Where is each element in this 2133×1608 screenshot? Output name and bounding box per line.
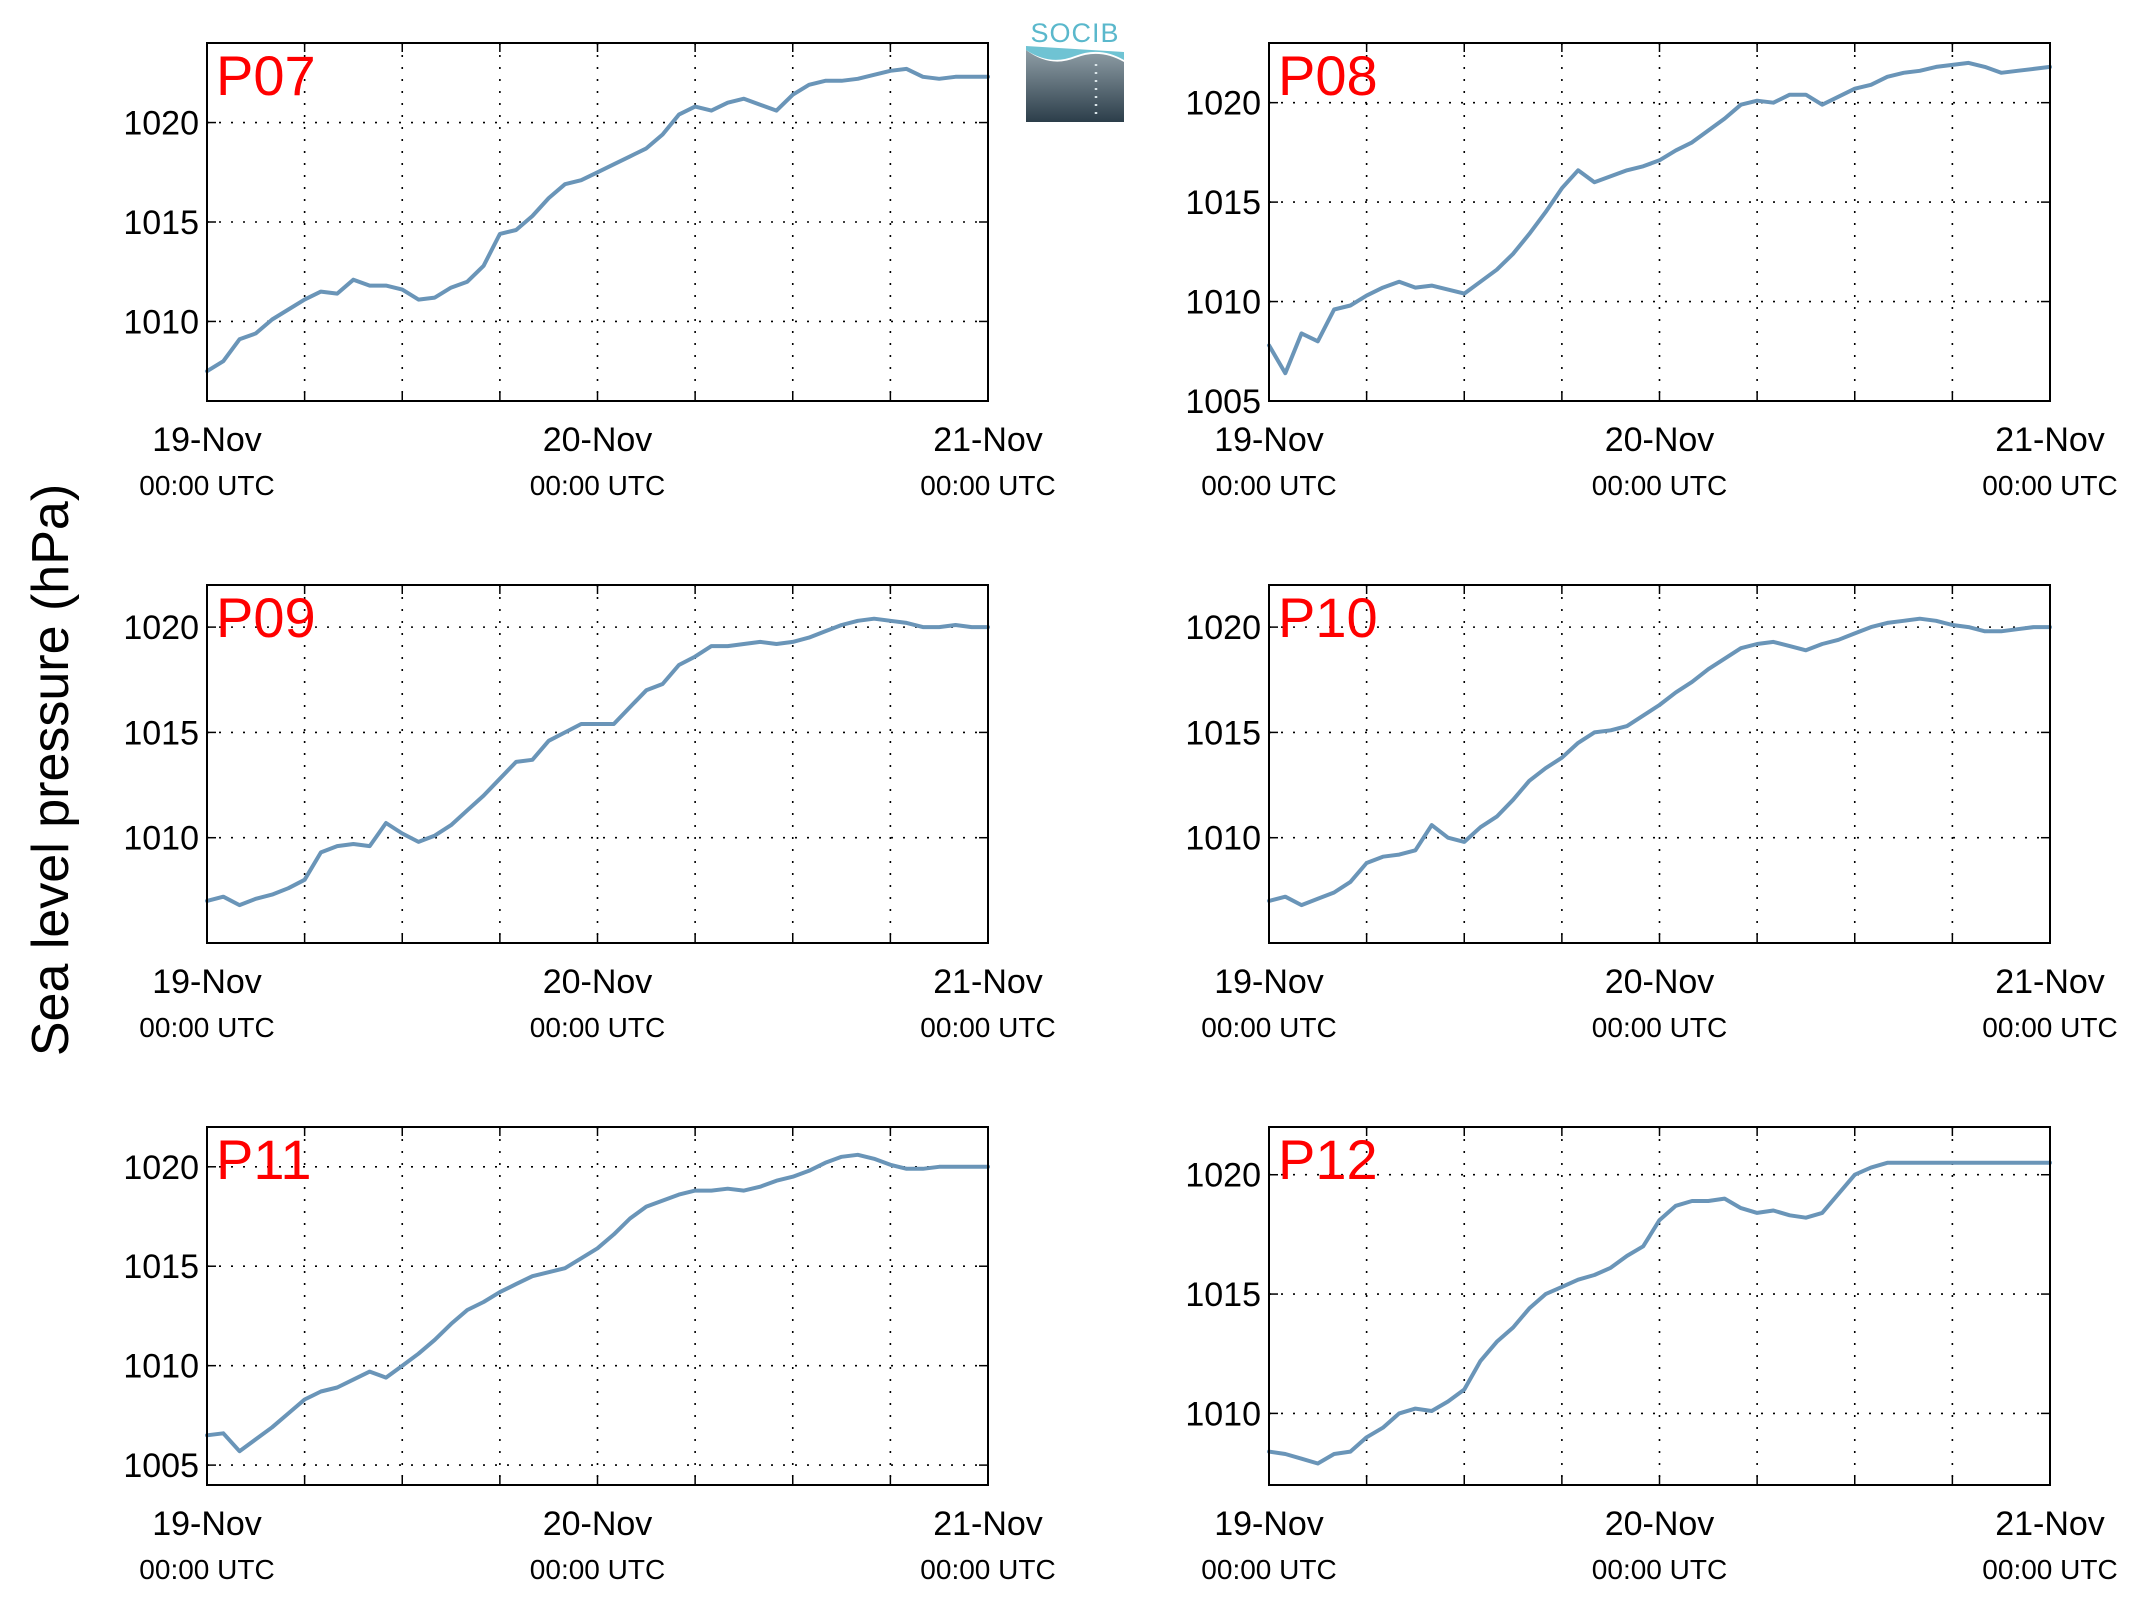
- y-tick-label: 1015: [1185, 714, 1261, 752]
- x-tick-label: 19-Nov: [152, 963, 262, 1001]
- x-tick-sublabel: 00:00 UTC: [530, 470, 665, 501]
- plot-frame: [206, 1126, 989, 1486]
- panel-label: P09: [216, 586, 316, 649]
- x-tick-label: 21-Nov: [1995, 1505, 2105, 1543]
- x-tick-label: 19-Nov: [1214, 1505, 1324, 1543]
- y-axis-label-text: Sea level pressure (hPa): [22, 484, 80, 1056]
- x-tick-label: 21-Nov: [933, 421, 1043, 459]
- panel-p07: 1010 1015 1020 P07 19-Nov 00:00 UTC 20-Nov 00:0…: [123, 42, 1056, 501]
- panel-p08: 1005 1010 1015 1020 P08 19-Nov 00:00 UTC 20-Nov…: [1185, 42, 2118, 501]
- y-tick-label: 1020: [123, 609, 199, 647]
- y-tick-label: 1015: [123, 714, 199, 752]
- x-tick-label: 19-Nov: [1214, 421, 1324, 459]
- x-tick-sublabel: 00:00 UTC: [1982, 1554, 2117, 1585]
- panel-p09: 1010 1015 1020 P09 19-Nov 00:00 UTC 20-Nov 00:0…: [123, 584, 1056, 1043]
- series-line-p12: [1267, 1160, 2052, 1466]
- y-axis-label: Sea level pressure (hPa): [22, 484, 80, 1056]
- x-tick-sublabel: 00:00 UTC: [139, 1554, 274, 1585]
- y-tick-label: 1015: [1185, 184, 1261, 222]
- y-tick-label: 1015: [1185, 1276, 1261, 1314]
- x-tick-sublabel: 00:00 UTC: [1592, 1554, 1727, 1585]
- x-tick-sublabel: 00:00 UTC: [1201, 1554, 1336, 1585]
- series-line-p08: [1267, 60, 2052, 376]
- x-tick-sublabel: 00:00 UTC: [1592, 1012, 1727, 1043]
- y-tick-label: 1020: [123, 105, 199, 143]
- series-line-p11: [205, 1152, 990, 1454]
- panel-label: P07: [216, 44, 316, 107]
- panel-p10: 1010 1015 1020 P10 19-Nov 00:00 UTC 20-Nov 00:0…: [1185, 584, 2118, 1043]
- x-tick-sublabel: 00:00 UTC: [920, 1012, 1055, 1043]
- y-tick-label: 1015: [123, 1248, 199, 1286]
- y-tick-label: 1010: [1185, 284, 1261, 322]
- y-tick-label: 1010: [123, 1348, 199, 1386]
- x-tick-label: 20-Nov: [543, 1505, 653, 1543]
- y-tick-label: 1020: [1185, 1157, 1261, 1195]
- y-tick-label: 1010: [1185, 820, 1261, 858]
- x-tick-label: 21-Nov: [933, 963, 1043, 1001]
- panel-label: P11: [216, 1128, 311, 1191]
- y-tick-label: 1020: [1185, 85, 1261, 123]
- x-tick-label: 20-Nov: [1605, 1505, 1715, 1543]
- x-tick-label: 21-Nov: [1995, 421, 2105, 459]
- y-tick-label: 1020: [1185, 609, 1261, 647]
- panel-label: P12: [1278, 1128, 1378, 1191]
- y-tick-label: 1015: [123, 204, 199, 242]
- x-tick-sublabel: 00:00 UTC: [1592, 470, 1727, 501]
- series-line-p09: [205, 616, 990, 908]
- socib-logo: SOCIB: [1026, 18, 1124, 122]
- x-tick-label: 20-Nov: [1605, 421, 1715, 459]
- x-tick-sublabel: 00:00 UTC: [1982, 1012, 2117, 1043]
- panel-p12: 1010 1015 1020 P12 19-Nov 00:00 UTC 20-Nov 00:0…: [1185, 1126, 2118, 1585]
- x-tick-sublabel: 00:00 UTC: [920, 1554, 1055, 1585]
- y-tick-label: 1010: [123, 303, 199, 341]
- x-tick-sublabel: 00:00 UTC: [139, 1012, 274, 1043]
- y-tick-label: 1005: [123, 1447, 199, 1485]
- y-tick-label: 1010: [1185, 1395, 1261, 1433]
- plot-frame: [1268, 1126, 2051, 1486]
- x-tick-sublabel: 00:00 UTC: [139, 470, 274, 501]
- socib-logo-crest: [1026, 46, 1124, 60]
- x-tick-sublabel: 00:00 UTC: [1982, 470, 2117, 501]
- x-tick-sublabel: 00:00 UTC: [530, 1554, 665, 1585]
- socib-logo-text: SOCIB: [1030, 18, 1119, 48]
- x-tick-sublabel: 00:00 UTC: [1201, 470, 1336, 501]
- panel-label: P10: [1278, 586, 1378, 649]
- x-tick-label: 21-Nov: [933, 1505, 1043, 1543]
- x-tick-label: 19-Nov: [1214, 963, 1324, 1001]
- x-tick-label: 21-Nov: [1995, 963, 2105, 1001]
- x-tick-label: 19-Nov: [152, 421, 262, 459]
- x-tick-label: 19-Nov: [152, 1505, 262, 1543]
- x-tick-sublabel: 00:00 UTC: [920, 470, 1055, 501]
- plot-frame: [206, 584, 989, 944]
- y-tick-label: 1020: [123, 1149, 199, 1187]
- x-tick-label: 20-Nov: [543, 963, 653, 1001]
- panel-label: P08: [1278, 44, 1378, 107]
- socib-logo-wave: [1026, 50, 1124, 122]
- panel-p11: 1005 1010 1015 1020 P11 19-Nov 00:00 UTC 20-Nov…: [123, 1126, 1056, 1585]
- y-tick-label: 1010: [123, 820, 199, 858]
- series-line-p10: [1267, 616, 2052, 908]
- x-tick-label: 20-Nov: [1605, 963, 1715, 1001]
- y-tick-label: 1005: [1185, 383, 1261, 421]
- x-tick-label: 20-Nov: [543, 421, 653, 459]
- x-tick-sublabel: 00:00 UTC: [530, 1012, 665, 1043]
- plot-frame: [1268, 42, 2051, 402]
- series-line-p07: [205, 66, 990, 374]
- plot-frame: [1268, 584, 2051, 944]
- plot-frame: [206, 42, 989, 402]
- x-tick-sublabel: 00:00 UTC: [1201, 1012, 1336, 1043]
